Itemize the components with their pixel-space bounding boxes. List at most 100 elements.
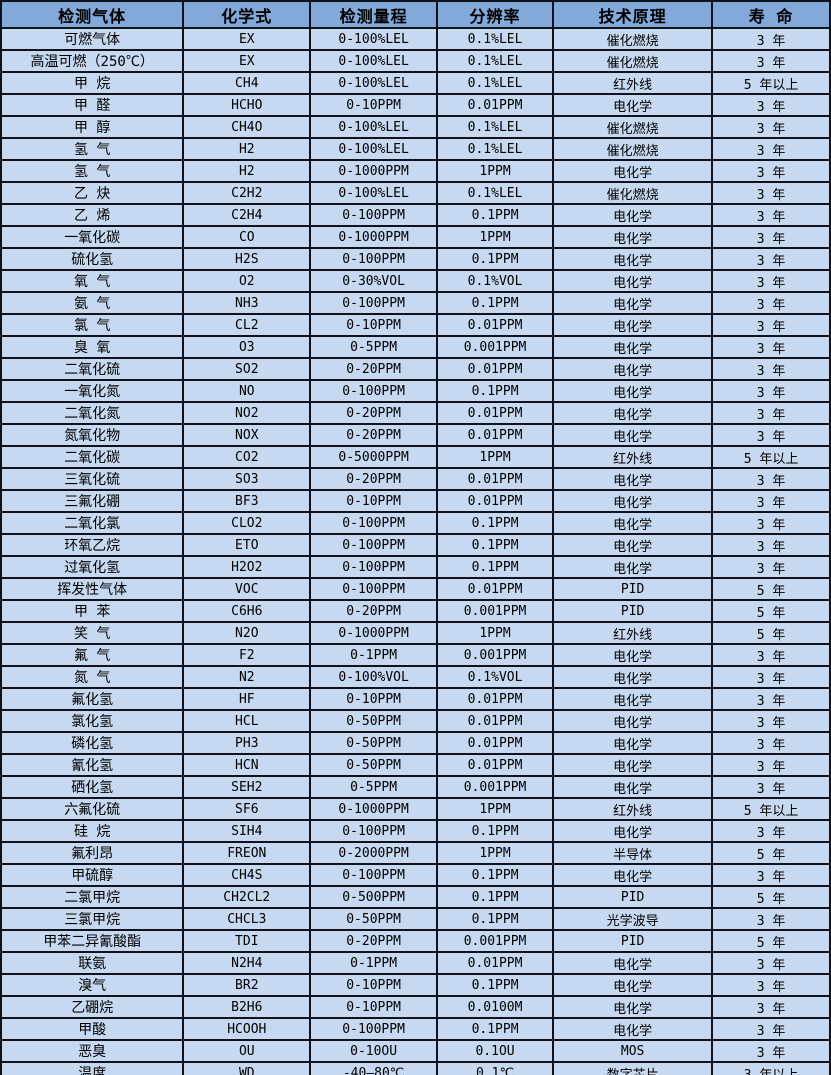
cell-gas: 氟 气 bbox=[0, 643, 185, 667]
cell-lifespan: 3 年 bbox=[711, 137, 831, 161]
cell-lifespan: 3 年 bbox=[711, 269, 831, 293]
cell-principle: MOS bbox=[552, 1039, 714, 1063]
cell-range: 0-100PPM bbox=[309, 247, 439, 271]
cell-principle: 电化学 bbox=[552, 203, 714, 227]
cell-range: 0-100PPM bbox=[309, 555, 439, 579]
table-row: 恶臭 OU 0-10OU 0.1OU MOS 3 年 bbox=[0, 1039, 831, 1063]
cell-formula: SO3 bbox=[182, 467, 312, 491]
table-row: 甲苯二异氰酸酯 TDI 0-20PPM 0.001PPM PID 5 年 bbox=[0, 929, 831, 953]
table-row: 笑 气 N2O 0-1000PPM 1PPM 红外线 5 年 bbox=[0, 621, 831, 645]
cell-resolution: 0.01PPM bbox=[436, 753, 555, 777]
cell-formula: N2H4 bbox=[182, 951, 312, 975]
table-row: 臭 氧 O3 0-5PPM 0.001PPM 电化学 3 年 bbox=[0, 335, 831, 359]
cell-formula: EX bbox=[182, 27, 312, 51]
cell-lifespan: 3 年 bbox=[711, 181, 831, 205]
cell-lifespan: 3 年 bbox=[711, 291, 831, 315]
cell-gas: 氢 气 bbox=[0, 159, 185, 183]
cell-formula: CL2 bbox=[182, 313, 312, 337]
cell-lifespan: 3 年 bbox=[711, 555, 831, 579]
cell-range: 0-1PPM bbox=[309, 951, 439, 975]
cell-range: 0-1000PPM bbox=[309, 159, 439, 183]
cell-resolution: 0.1PPM bbox=[436, 907, 555, 931]
cell-principle: 电化学 bbox=[552, 775, 714, 799]
cell-gas: 氧 气 bbox=[0, 269, 185, 293]
table-row: 硒化氢 SEH2 0-5PPM 0.001PPM 电化学 3 年 bbox=[0, 775, 831, 799]
column-header-gas: 检测气体 bbox=[0, 0, 185, 29]
cell-formula: EX bbox=[182, 49, 312, 73]
cell-formula: NO2 bbox=[182, 401, 312, 425]
cell-resolution: 0.01PPM bbox=[436, 577, 555, 601]
cell-principle: 半导体 bbox=[552, 841, 714, 865]
table-row: 三氧化硫 SO3 0-20PPM 0.01PPM 电化学 3 年 bbox=[0, 467, 831, 491]
cell-lifespan: 3 年 bbox=[711, 753, 831, 777]
cell-range: 0-100PPM bbox=[309, 291, 439, 315]
table-row: 硅 烷 SIH4 0-100PPM 0.1PPM 电化学 3 年 bbox=[0, 819, 831, 843]
cell-formula: CLO2 bbox=[182, 511, 312, 535]
cell-principle: 电化学 bbox=[552, 687, 714, 711]
cell-formula: CH2CL2 bbox=[182, 885, 312, 909]
cell-resolution: 0.1PPM bbox=[436, 291, 555, 315]
cell-lifespan: 3 年 bbox=[711, 951, 831, 975]
cell-resolution: 0.01PPM bbox=[436, 357, 555, 381]
cell-formula: ETO bbox=[182, 533, 312, 557]
cell-gas: 甲 烷 bbox=[0, 71, 185, 95]
cell-resolution: 0.1%LEL bbox=[436, 137, 555, 161]
header-row: 检测气体 化学式 检测量程 分辨率 技术原理 寿 命 bbox=[0, 0, 831, 29]
cell-resolution: 0.1%LEL bbox=[436, 115, 555, 139]
cell-formula: H2 bbox=[182, 159, 312, 183]
cell-gas: 甲苯二异氰酸酯 bbox=[0, 929, 185, 953]
cell-resolution: 0.1PPM bbox=[436, 379, 555, 403]
cell-resolution: 0.01PPM bbox=[436, 423, 555, 447]
cell-lifespan: 3 年 bbox=[711, 863, 831, 887]
table-row: 二氧化氯 CLO2 0-100PPM 0.1PPM 电化学 3 年 bbox=[0, 511, 831, 535]
table-row: 氨 气 NH3 0-100PPM 0.1PPM 电化学 3 年 bbox=[0, 291, 831, 315]
cell-formula: BF3 bbox=[182, 489, 312, 513]
cell-gas: 氯 气 bbox=[0, 313, 185, 337]
cell-formula: NOX bbox=[182, 423, 312, 447]
cell-lifespan: 5 年 bbox=[711, 841, 831, 865]
cell-principle: 催化燃烧 bbox=[552, 27, 714, 51]
cell-gas: 磷化氢 bbox=[0, 731, 185, 755]
cell-formula: CH4S bbox=[182, 863, 312, 887]
cell-principle: 催化燃烧 bbox=[552, 115, 714, 139]
cell-gas: 甲 苯 bbox=[0, 599, 185, 623]
cell-gas: 乙硼烷 bbox=[0, 995, 185, 1019]
cell-resolution: 0.1PPM bbox=[436, 247, 555, 271]
cell-principle: 光学波导 bbox=[552, 907, 714, 931]
cell-resolution: 0.1PPM bbox=[436, 819, 555, 843]
cell-range: 0-100PPM bbox=[309, 379, 439, 403]
cell-principle: 数字芯片 bbox=[552, 1061, 714, 1075]
cell-range: 0-100%LEL bbox=[309, 27, 439, 51]
cell-range: 0-1PPM bbox=[309, 643, 439, 667]
cell-resolution: 0.1PPM bbox=[436, 511, 555, 535]
table-row: 二氧化碳 CO2 0-5000PPM 1PPM 红外线 5 年以上 bbox=[0, 445, 831, 469]
cell-principle: 电化学 bbox=[552, 665, 714, 689]
cell-principle: 电化学 bbox=[552, 225, 714, 249]
cell-formula: C6H6 bbox=[182, 599, 312, 623]
cell-principle: PID bbox=[552, 599, 714, 623]
cell-gas: 氮氧化物 bbox=[0, 423, 185, 447]
cell-gas: 二氯甲烷 bbox=[0, 885, 185, 909]
cell-lifespan: 5 年 bbox=[711, 885, 831, 909]
cell-lifespan: 3 年 bbox=[711, 973, 831, 997]
cell-range: 0-50PPM bbox=[309, 907, 439, 931]
cell-resolution: 0.1%LEL bbox=[436, 71, 555, 95]
table-row: 甲酸 HCOOH 0-100PPM 0.1PPM 电化学 3 年 bbox=[0, 1017, 831, 1041]
cell-resolution: 0.1%VOL bbox=[436, 269, 555, 293]
table-row: 甲 苯 C6H6 0-20PPM 0.001PPM PID 5 年 bbox=[0, 599, 831, 623]
table-row: 硫化氢 H2S 0-100PPM 0.1PPM 电化学 3 年 bbox=[0, 247, 831, 271]
cell-gas: 乙 烯 bbox=[0, 203, 185, 227]
table-row: 二氧化硫 SO2 0-20PPM 0.01PPM 电化学 3 年 bbox=[0, 357, 831, 381]
cell-resolution: 0.1PPM bbox=[436, 533, 555, 557]
cell-resolution: 0.001PPM bbox=[436, 775, 555, 799]
cell-principle: 电化学 bbox=[552, 335, 714, 359]
cell-range: 0-10OU bbox=[309, 1039, 439, 1063]
cell-lifespan: 3 年 bbox=[711, 489, 831, 513]
cell-formula: CO2 bbox=[182, 445, 312, 469]
cell-lifespan: 3 年 bbox=[711, 335, 831, 359]
cell-resolution: 0.1PPM bbox=[436, 203, 555, 227]
cell-principle: 红外线 bbox=[552, 621, 714, 645]
cell-gas: 硒化氢 bbox=[0, 775, 185, 799]
cell-lifespan: 3 年 bbox=[711, 995, 831, 1019]
cell-range: 0-100%LEL bbox=[309, 115, 439, 139]
